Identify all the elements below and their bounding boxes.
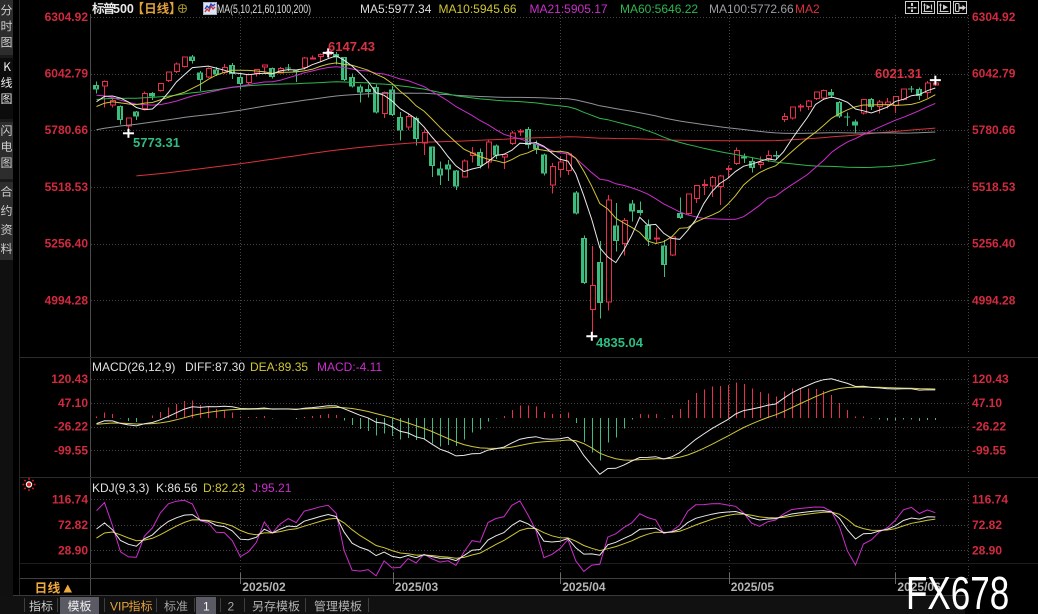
svg-text:KDJ(9,3,3): KDJ(9,3,3): [92, 481, 149, 495]
svg-text:MA2: MA2: [795, 2, 820, 16]
svg-text:6147.43: 6147.43: [328, 39, 375, 54]
svg-text:5256.40: 5256.40: [972, 237, 1016, 251]
svg-text:DIFF:87.30: DIFF:87.30: [185, 360, 245, 374]
svg-text:MA100:5772.66: MA100:5772.66: [709, 2, 794, 16]
svg-text:2025/05: 2025/05: [731, 580, 775, 594]
svg-text:MA60:5646.22: MA60:5646.22: [620, 2, 698, 16]
svg-text:5518.53: 5518.53: [972, 180, 1016, 194]
svg-text:120.43: 120.43: [972, 372, 1009, 386]
svg-text:6021.31: 6021.31: [875, 66, 922, 81]
svg-text:5256.40: 5256.40: [45, 237, 89, 251]
svg-text:5780.66: 5780.66: [972, 123, 1016, 137]
svg-text:6304.92: 6304.92: [45, 10, 89, 24]
svg-text:6042.79: 6042.79: [972, 67, 1016, 81]
svg-text:116.74: 116.74: [972, 492, 1008, 506]
svg-text:2025/03: 2025/03: [395, 580, 439, 594]
svg-text:-26.22: -26.22: [54, 420, 88, 434]
svg-text:MA(5,10,21,60,100,200): MA(5,10,21,60,100,200): [217, 2, 311, 16]
svg-text:2025/04: 2025/04: [562, 580, 606, 594]
svg-text:2025/06: 2025/06: [897, 580, 941, 594]
svg-text:2025/02: 2025/02: [242, 580, 286, 594]
svg-text:DEA:89.35: DEA:89.35: [250, 360, 308, 374]
svg-text:D:82.23: D:82.23: [203, 481, 245, 495]
svg-text:6304.92: 6304.92: [972, 10, 1016, 24]
svg-text:47.10: 47.10: [58, 396, 88, 410]
svg-text:-99.55: -99.55: [54, 443, 88, 457]
svg-text:6042.79: 6042.79: [45, 67, 89, 81]
svg-text:72.82: 72.82: [58, 518, 88, 532]
svg-text:28.90: 28.90: [58, 543, 88, 557]
svg-text:MACD(26,12,9): MACD(26,12,9): [92, 360, 175, 374]
svg-text:47.10: 47.10: [972, 396, 1002, 410]
svg-text:J:95.21: J:95.21: [252, 481, 292, 495]
svg-text:-26.22: -26.22: [972, 420, 1006, 434]
svg-text:120.43: 120.43: [51, 372, 88, 386]
svg-text:5780.66: 5780.66: [45, 123, 89, 137]
svg-text:4994.28: 4994.28: [45, 293, 89, 307]
svg-text:5773.31: 5773.31: [133, 135, 180, 150]
svg-text:28.90: 28.90: [972, 543, 1002, 557]
svg-text:72.82: 72.82: [972, 518, 1002, 532]
svg-text:MACD:-4.11: MACD:-4.11: [317, 360, 382, 374]
svg-text:5518.53: 5518.53: [45, 180, 89, 194]
svg-text:4835.04: 4835.04: [596, 335, 644, 350]
svg-text:500: 500: [113, 2, 134, 16]
svg-text:K:86.56: K:86.56: [156, 481, 198, 495]
svg-text:116.74: 116.74: [52, 492, 88, 506]
svg-text:MA21:5905.17: MA21:5905.17: [530, 2, 608, 16]
svg-text:4994.28: 4994.28: [972, 293, 1016, 307]
svg-text:MA10:5945.66: MA10:5945.66: [439, 2, 517, 16]
svg-text:MA5:5977.34: MA5:5977.34: [360, 2, 432, 16]
svg-text:-99.55: -99.55: [972, 443, 1006, 457]
